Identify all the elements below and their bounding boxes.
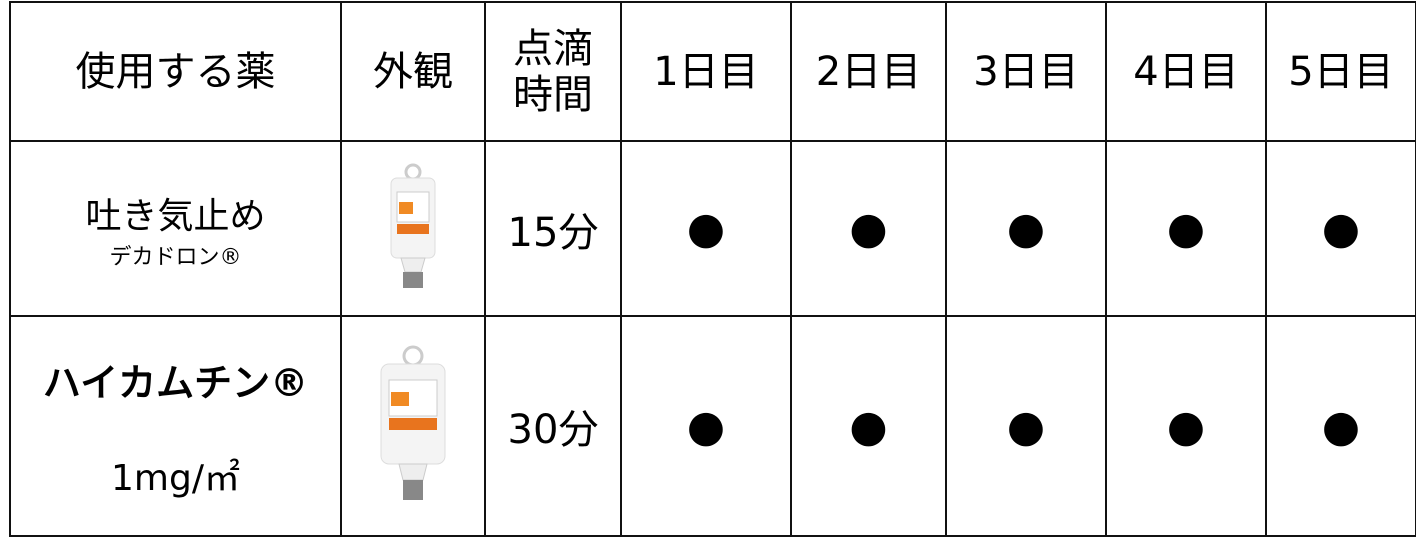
image-cell	[340, 140, 486, 317]
time-cell: 30分	[484, 315, 622, 537]
drug-row: 吐き気止めデカドロン® 15分 ● ● ● ● ●	[9, 140, 1416, 317]
time-cell: 15分	[484, 140, 622, 317]
drug-name: ハイカムチン®	[42, 360, 309, 405]
drug-row: ハイカムチン® 1mg/㎡ 30分 ● ● ● ● ●	[9, 315, 1416, 537]
header-cell: 3日目	[945, 1, 1107, 142]
header-cell: 4日目	[1105, 1, 1267, 142]
header-cell: 外観	[340, 1, 486, 142]
header-line: 時間	[513, 71, 593, 118]
iv-bag-image	[390, 163, 436, 288]
day-cell: ●	[1105, 140, 1267, 317]
day-cell: ●	[620, 315, 792, 537]
header-row: 使用する薬 外観 点滴 時間 1日目 2日目 3日目 4日目 5日目	[9, 1, 1416, 142]
drug-cell: 吐き気止めデカドロン®	[9, 140, 342, 317]
image-cell	[340, 315, 486, 537]
day-cell: ●	[790, 140, 947, 317]
day-cell: ●	[945, 315, 1107, 537]
schedule-table: 使用する薬 外観 点滴 時間 1日目 2日目 3日目 4日目 5日目 吐き気止めデ…	[9, 1, 1416, 537]
day-cell: ●	[790, 315, 947, 537]
header-cell: 1日目	[620, 1, 792, 142]
iv-bag-image	[380, 345, 446, 500]
drug-name: 吐き気止め	[85, 195, 266, 237]
day-cell: ●	[1105, 315, 1267, 537]
header-cell: 点滴 時間	[484, 1, 622, 142]
header-line: 点滴	[513, 25, 593, 72]
day-cell: ●	[1265, 315, 1416, 537]
drug-dose: 1mg/㎡	[111, 457, 240, 499]
day-cell: ●	[945, 140, 1107, 317]
drug-brand: デカドロン®	[109, 244, 242, 270]
day-cell: ●	[620, 140, 792, 317]
drug-cell: ハイカムチン® 1mg/㎡	[9, 315, 342, 537]
header-cell: 2日目	[790, 1, 947, 142]
day-cell: ●	[1265, 140, 1416, 317]
header-cell: 使用する薬	[9, 1, 342, 142]
header-cell: 5日目	[1265, 1, 1416, 142]
